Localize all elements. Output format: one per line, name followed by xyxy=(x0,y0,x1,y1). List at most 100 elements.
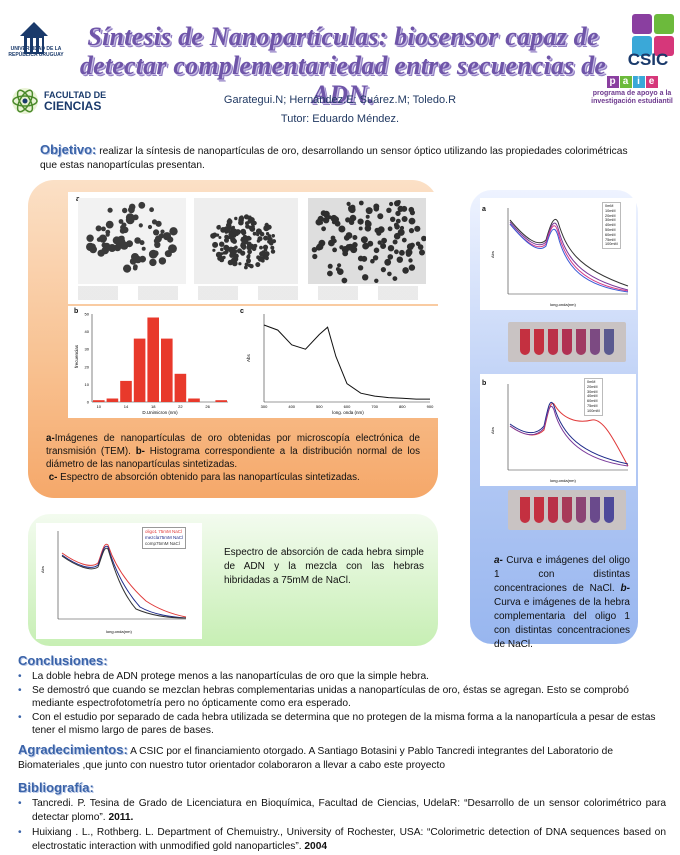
ref-text: Huixiang . L., Rothberg. L. Department o… xyxy=(32,827,666,852)
histogram-bar xyxy=(188,398,200,402)
nanoparticle xyxy=(212,248,216,252)
list-item: La doble hebra de ADN protege menos a la… xyxy=(18,670,666,684)
x-tick-label: 22 xyxy=(178,404,183,409)
list-item: Con el estudio por separado de cada hebr… xyxy=(18,711,666,738)
y-tick-label: 10 xyxy=(85,382,90,387)
nanoparticle xyxy=(240,241,245,247)
ref-year: 2004 xyxy=(304,840,328,852)
nanoparticle xyxy=(141,246,146,251)
nanoparticle xyxy=(352,235,358,240)
nanoparticle xyxy=(240,215,244,219)
nanoparticle xyxy=(330,235,336,241)
nanoparticle xyxy=(169,227,178,236)
y-axis-label: Abs xyxy=(246,353,251,362)
legend-item: 30mM xyxy=(587,389,598,394)
caption-b-bold: b- xyxy=(135,446,145,457)
nanoparticle xyxy=(257,236,263,242)
nanoparticle xyxy=(408,228,415,234)
nanoparticle xyxy=(264,256,269,261)
x-tick-label: 26 xyxy=(205,404,210,409)
nanoparticle xyxy=(271,234,275,238)
tem-image-1 xyxy=(78,198,186,284)
nanoparticle xyxy=(224,234,229,240)
legend-item: 100mM xyxy=(587,408,600,413)
svg-text:Abs: Abs xyxy=(490,427,495,434)
nanoparticle xyxy=(257,230,261,234)
nanoparticle xyxy=(215,251,222,258)
nanoparticle xyxy=(374,278,379,283)
nanoparticle xyxy=(226,222,231,228)
nanoparticle xyxy=(154,241,161,248)
nanoparticle xyxy=(393,222,399,228)
blue-chart-b-box: b Abs long.onda(nm) 0mM 20mM 30mM 40mM 6… xyxy=(480,374,636,486)
nanoparticle xyxy=(345,244,351,250)
nanoparticle xyxy=(360,236,368,244)
nanoparticle xyxy=(380,243,387,249)
nanoparticle xyxy=(341,277,348,284)
tubes-photo-b xyxy=(508,490,626,530)
nanoparticle xyxy=(395,210,401,217)
bibliography-heading: Bibliografía: xyxy=(18,780,94,795)
caption-a: Imágenes de nanopartículas de oro obteni… xyxy=(46,433,420,457)
nanoparticle xyxy=(220,247,224,252)
nanoparticle xyxy=(315,218,323,226)
nanoparticle xyxy=(265,232,270,236)
x-tick-label: 10 xyxy=(97,404,102,409)
nanoparticle xyxy=(259,251,265,257)
histogram-bar xyxy=(120,380,132,402)
nanoparticle xyxy=(419,249,425,256)
y-tick-label: 30 xyxy=(85,347,90,352)
nanoparticle xyxy=(125,213,135,222)
nanoparticle xyxy=(387,226,393,232)
nanoparticle xyxy=(337,268,344,275)
nanoparticle xyxy=(357,218,364,225)
y-tick-label: 50 xyxy=(85,312,90,317)
blue-chart-a-box: a Abs long.onda(nm) 0mM 10mM 20mM 30mM 4… xyxy=(480,198,636,310)
nanoparticle xyxy=(138,223,143,228)
nanoparticle xyxy=(389,201,394,207)
nanoparticle xyxy=(392,239,398,245)
nanoparticle xyxy=(362,242,369,250)
histogram-label: b xyxy=(74,308,79,315)
nanoparticle xyxy=(147,224,153,230)
spectrum-c-chart: 300 400 500 600 700 800 900 Abs long. onda (nm) xyxy=(246,314,434,415)
nanoparticle xyxy=(401,237,407,243)
nanoparticle xyxy=(397,228,405,236)
facultad-ciencias-logo: FACULTAD DE CIENCIAS xyxy=(10,86,106,116)
caption-c-bold: c- xyxy=(48,472,58,483)
nanoparticle xyxy=(387,245,395,252)
legend-item: 60mM xyxy=(605,232,616,237)
nanoparticle xyxy=(126,240,133,248)
nanoparticle xyxy=(248,246,252,250)
nanoparticle xyxy=(334,220,341,227)
legend-item: 40mM xyxy=(587,394,598,399)
green-panel-caption: Espectro de absorción de cada hebra simp… xyxy=(224,547,424,586)
nanoparticle xyxy=(240,229,246,235)
udelar-logo-text: UNIVERSIDAD DE LA REPÚBLICA URUGUAY xyxy=(8,46,64,58)
nanoparticle xyxy=(348,206,354,212)
nanoparticle xyxy=(245,224,250,229)
histogram-bar xyxy=(161,338,173,402)
legend-item: 60mM xyxy=(587,399,598,404)
nanoparticle xyxy=(370,258,375,264)
blue-legend-b: 0mM 20mM 30mM 40mM 60mM 75mM 100mM xyxy=(584,378,603,416)
nanoparticle xyxy=(128,203,136,211)
histogram-chart: 0 10 20 30 40 50 10 14 18 22 26 frecuencias D.Unimic… xyxy=(74,312,228,415)
nanoparticle xyxy=(408,264,416,271)
legend-item: 75mM xyxy=(605,237,616,242)
histogram-bar xyxy=(133,338,146,402)
nanoparticle xyxy=(377,213,384,220)
nanoparticle xyxy=(396,256,403,263)
nanoparticle xyxy=(260,258,265,263)
nanoparticle xyxy=(138,201,146,209)
nanoparticle xyxy=(380,267,386,273)
nanoparticle xyxy=(381,237,387,244)
nanoparticle xyxy=(219,257,225,263)
legend-item: oligo1 75mM NaCl xyxy=(145,529,183,534)
nanoparticle xyxy=(231,225,235,229)
nanoparticle xyxy=(231,228,238,234)
list-item: Se demostró que cuando se mezclan hebras… xyxy=(18,684,666,711)
y-tick-label: 40 xyxy=(85,329,90,334)
acknowledgements-text: A CSIC por el financiamiento otorgado. A… xyxy=(18,746,613,771)
nanoparticle xyxy=(153,229,160,236)
